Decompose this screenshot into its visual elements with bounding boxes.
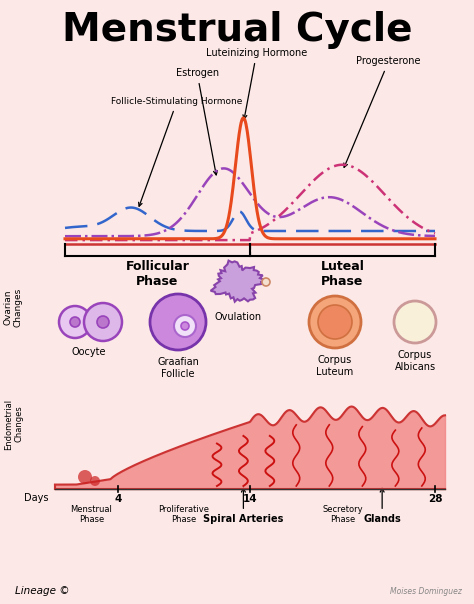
Text: Follicle-Stimulating Hormone: Follicle-Stimulating Hormone (111, 97, 243, 207)
Text: Ovarian
Changes: Ovarian Changes (3, 288, 23, 327)
Text: Menstrual Cycle: Menstrual Cycle (62, 11, 412, 49)
Text: Spiral Arteries: Spiral Arteries (203, 488, 283, 524)
Text: Graafian
Follicle: Graafian Follicle (157, 357, 199, 379)
Circle shape (150, 294, 206, 350)
Text: 14: 14 (243, 494, 257, 504)
Circle shape (78, 470, 92, 484)
Circle shape (309, 296, 361, 348)
Circle shape (97, 316, 109, 328)
Text: Luteal
Phase: Luteal Phase (320, 260, 365, 288)
Text: 28: 28 (428, 494, 442, 504)
Text: Luteinizing Hormone: Luteinizing Hormone (206, 48, 307, 119)
Text: Days: Days (25, 493, 49, 503)
Text: Proliferative
Phase: Proliferative Phase (158, 505, 210, 524)
Text: Secretory
Phase: Secretory Phase (322, 505, 363, 524)
Text: Corpus
Albicans: Corpus Albicans (394, 350, 436, 371)
Circle shape (84, 303, 122, 341)
Circle shape (262, 278, 270, 286)
Circle shape (394, 301, 436, 343)
Text: Glands: Glands (363, 488, 401, 524)
Text: Endometrial
Changes: Endometrial Changes (4, 399, 24, 449)
Text: Moises Dominguez: Moises Dominguez (390, 587, 462, 596)
Circle shape (70, 317, 80, 327)
Text: Corpus
Luteum: Corpus Luteum (316, 355, 354, 377)
Circle shape (181, 322, 189, 330)
Text: 4: 4 (114, 494, 121, 504)
Text: Menstrual
Phase: Menstrual Phase (71, 505, 112, 524)
Text: Lineage ©: Lineage © (15, 586, 70, 596)
Circle shape (318, 305, 352, 339)
Circle shape (90, 476, 100, 486)
Polygon shape (210, 260, 264, 302)
Text: Estrogen: Estrogen (175, 68, 219, 175)
Circle shape (174, 315, 196, 337)
Circle shape (59, 306, 91, 338)
Text: Progesterone: Progesterone (344, 56, 421, 167)
Text: Ovulation: Ovulation (214, 312, 262, 322)
Text: Oocyte: Oocyte (72, 347, 106, 357)
Text: Follicular
Phase: Follicular Phase (126, 260, 190, 288)
